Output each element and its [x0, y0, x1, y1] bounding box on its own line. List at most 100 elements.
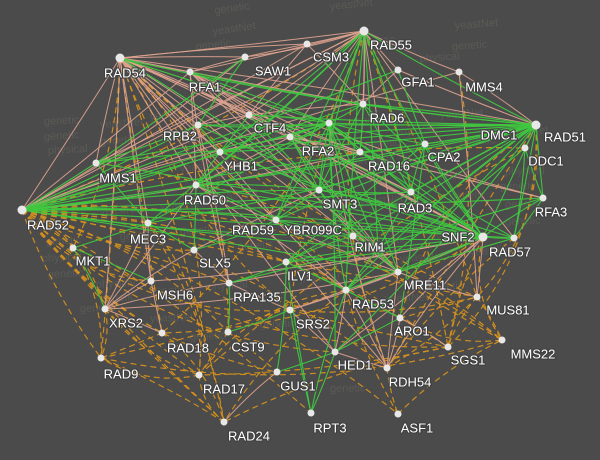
- node-mkt1[interactable]: [69, 244, 77, 252]
- edge-genetic: [100, 57, 121, 359]
- edge-coexp: [219, 122, 330, 153]
- node-snf2[interactable]: [478, 232, 488, 242]
- node-yhb1[interactable]: [216, 148, 224, 156]
- node-sgs1[interactable]: [444, 343, 452, 351]
- edge-coexp: [328, 122, 379, 250]
- node-rad17[interactable]: [195, 371, 203, 379]
- node-srs2[interactable]: [286, 306, 294, 314]
- node-hed1[interactable]: [331, 348, 339, 356]
- edge-physical: [289, 136, 399, 273]
- node-mms4[interactable]: [455, 68, 463, 76]
- node-label-mms22: MMS22: [511, 346, 556, 361]
- node-rad24[interactable]: [220, 418, 228, 426]
- node-layer[interactable]: [17, 26, 547, 426]
- edge-layer: [21, 30, 544, 423]
- node-label-snf2: SNF2: [441, 229, 474, 244]
- node-gus1[interactable]: [273, 368, 281, 376]
- node-cpa2[interactable]: [421, 140, 429, 148]
- edge-coexp: [328, 122, 426, 145]
- edge-genetic: [476, 296, 503, 341]
- node-smt3[interactable]: [315, 186, 323, 194]
- edge-coexp: [399, 143, 426, 319]
- node-label-yhb1: YHB1: [224, 158, 258, 173]
- node-msh6[interactable]: [147, 277, 155, 285]
- edge-physical: [21, 57, 121, 211]
- edge-genetic: [119, 57, 291, 311]
- edge-coexp: [95, 56, 246, 164]
- node-label-rfa3: RFA3: [535, 204, 568, 219]
- edge-coexp: [328, 122, 399, 273]
- node-mre11[interactable]: [394, 268, 402, 276]
- edge-coexp: [248, 114, 330, 124]
- edge-coexp: [359, 151, 412, 193]
- edge-coexp: [72, 247, 152, 282]
- node-dmc1[interactable]: [325, 119, 333, 127]
- edge-coexp: [275, 219, 354, 237]
- edge-coexp: [318, 189, 399, 273]
- edge-physical: [104, 184, 197, 310]
- edge-coexp: [219, 124, 537, 153]
- edge-genetic: [21, 209, 229, 333]
- node-mms1[interactable]: [92, 159, 100, 167]
- node-mms22[interactable]: [498, 336, 506, 344]
- edge-coexp: [147, 124, 537, 224]
- node-label-rad52: RAD52: [27, 217, 69, 232]
- edge-physical: [119, 57, 277, 221]
- node-cst9[interactable]: [224, 328, 232, 336]
- node-rad6[interactable]: [359, 100, 367, 108]
- node-rad59[interactable]: [272, 216, 280, 224]
- node-asf1[interactable]: [394, 410, 402, 418]
- edge-coexp: [21, 162, 97, 211]
- node-saw1[interactable]: [241, 53, 249, 61]
- node-mec3[interactable]: [144, 219, 152, 227]
- edge-genetic: [198, 289, 347, 376]
- node-rad55[interactable]: [359, 26, 369, 36]
- edge-coexp: [513, 197, 544, 239]
- node-rpt3[interactable]: [307, 409, 315, 417]
- edge-coexp: [377, 191, 412, 250]
- node-rad51[interactable]: [531, 120, 541, 130]
- edge-coexp: [285, 235, 354, 263]
- node-rpa135[interactable]: [225, 279, 233, 287]
- edge-physical: [189, 71, 230, 284]
- edge-coexp: [21, 209, 399, 273]
- node-slx5[interactable]: [190, 246, 198, 254]
- node-ybr099c[interactable]: [349, 232, 357, 240]
- node-rad53[interactable]: [342, 286, 350, 294]
- node-rad9[interactable]: [97, 354, 105, 362]
- edge-physical: [363, 30, 460, 73]
- edge-genetic: [100, 357, 200, 379]
- node-mus81[interactable]: [473, 293, 481, 301]
- node-rfa2[interactable]: [286, 133, 294, 141]
- node-rfa3[interactable]: [539, 194, 547, 202]
- node-rad3[interactable]: [407, 188, 415, 196]
- node-rad50[interactable]: [192, 181, 200, 189]
- node-rad54[interactable]: [115, 53, 125, 63]
- watermark-text: yeastNet: [149, 107, 193, 123]
- node-xrs2[interactable]: [101, 305, 109, 313]
- edge-physical: [104, 280, 152, 310]
- node-rad18[interactable]: [158, 329, 166, 337]
- node-ilv1[interactable]: [282, 258, 290, 266]
- node-ddc1[interactable]: [521, 144, 529, 152]
- node-csm3[interactable]: [303, 40, 311, 48]
- edge-genetic: [386, 237, 515, 369]
- node-rfa1[interactable]: [186, 68, 194, 76]
- node-rad52[interactable]: [17, 205, 27, 215]
- node-rad16[interactable]: [356, 148, 364, 156]
- node-rad57[interactable]: [510, 234, 518, 242]
- edge-coexp: [219, 30, 365, 153]
- node-label-srs2: SRS2: [296, 316, 330, 331]
- watermark-text: yeastNet: [454, 17, 498, 32]
- node-aro1[interactable]: [396, 314, 404, 322]
- edge-coexp: [363, 30, 379, 250]
- edge-coexp: [363, 30, 537, 126]
- node-ctf4[interactable]: [245, 111, 253, 119]
- node-rpb2[interactable]: [194, 121, 202, 129]
- node-rdh54[interactable]: [383, 364, 391, 372]
- edge-genetic: [21, 205, 503, 341]
- node-gfa1[interactable]: [394, 66, 402, 74]
- node-rim1[interactable]: [374, 245, 382, 253]
